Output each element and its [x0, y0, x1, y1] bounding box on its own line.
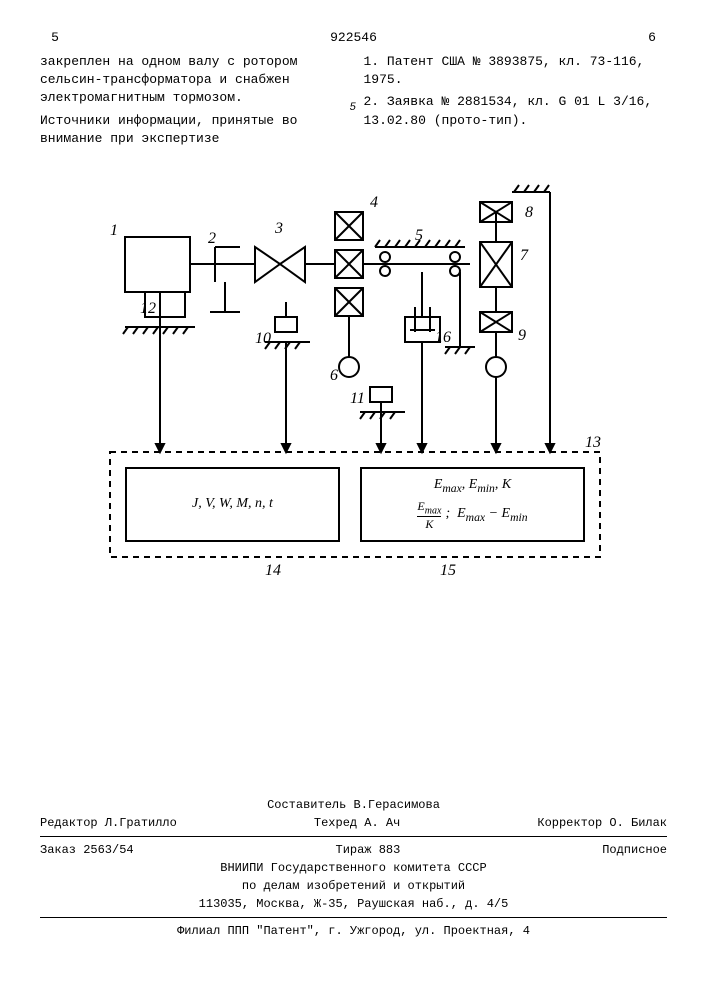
tirage: Тираж 883	[336, 841, 401, 859]
editor: Редактор Л.Гратилло	[40, 814, 177, 832]
page-right: 6	[637, 30, 667, 45]
label-11: 11	[350, 390, 365, 408]
label-14: 14	[265, 562, 281, 580]
box-15: Emax, Emin, K Emax K ; Emax − Emin	[360, 467, 585, 542]
right-col: 5 1. Патент США № 3893875, кл. 73-116, 1…	[364, 53, 668, 152]
techred: Техред А. Ач	[314, 814, 400, 832]
corrector: Корректор О. Билак	[537, 814, 667, 832]
label-15: 15	[440, 562, 456, 580]
box-14: J, V, W, M, n, t	[125, 467, 340, 542]
branch: Филиал ППП "Патент", г. Ужгород, ул. Про…	[40, 922, 667, 940]
left-col: закреплен на одном валу с ротором сельси…	[40, 53, 344, 152]
left-p2: Источники информации, принятые во вниман…	[40, 112, 344, 148]
label-2: 2	[208, 230, 216, 248]
label-3: 3	[275, 220, 283, 238]
right-p2: 2. Заявка № 2881534, кл. G 01 L 3/16, 13…	[364, 93, 668, 129]
label-5: 5	[415, 227, 423, 245]
box15-line2: Emax K ; Emax − Emin	[417, 499, 527, 532]
label-4: 4	[370, 194, 378, 212]
label-12: 12	[140, 300, 156, 318]
header-row: 5 922546 6	[40, 30, 667, 45]
subscription: Подписное	[602, 841, 667, 859]
label-10: 10	[255, 330, 271, 348]
org2: по делам изобретений и открытий	[40, 877, 667, 895]
footer: Составитель В.Герасимова Редактор Л.Грат…	[40, 796, 667, 940]
right-p1: 1. Патент США № 3893875, кл. 73-116, 197…	[364, 53, 668, 89]
composer: Составитель В.Герасимова	[40, 796, 667, 814]
label-13: 13	[585, 434, 601, 452]
editor-row: Редактор Л.Гратилло Техред А. Ач Коррект…	[40, 814, 667, 832]
label-1: 1	[110, 222, 118, 240]
patent-number: 922546	[70, 30, 637, 45]
box15-line1: Emax, Emin, K	[434, 477, 511, 495]
address1: 113035, Москва, Ж-35, Раушская наб., д. …	[40, 895, 667, 913]
order: Заказ 2563/54	[40, 841, 134, 859]
label-7: 7	[520, 247, 528, 265]
box14-text: J, V, W, M, n, t	[192, 496, 273, 512]
label-6: 6	[330, 367, 338, 385]
org1: ВНИИПИ Государственного комитета СССР	[40, 859, 667, 877]
text-columns: закреплен на одном валу с ротором сельси…	[40, 53, 667, 152]
label-8: 8	[525, 204, 533, 222]
label-16: 16	[435, 329, 451, 347]
left-p1: закреплен на одном валу с ротором сельси…	[40, 53, 344, 108]
page-left: 5	[40, 30, 70, 45]
line-marker: 5	[350, 101, 357, 116]
order-row: Заказ 2563/54 Тираж 883 Подписное	[40, 841, 667, 859]
label-9: 9	[518, 327, 526, 345]
diagram: 1 2 3 4 5 6 7 8 9 10 11 12 13 14 15 16 J…	[40, 172, 667, 592]
